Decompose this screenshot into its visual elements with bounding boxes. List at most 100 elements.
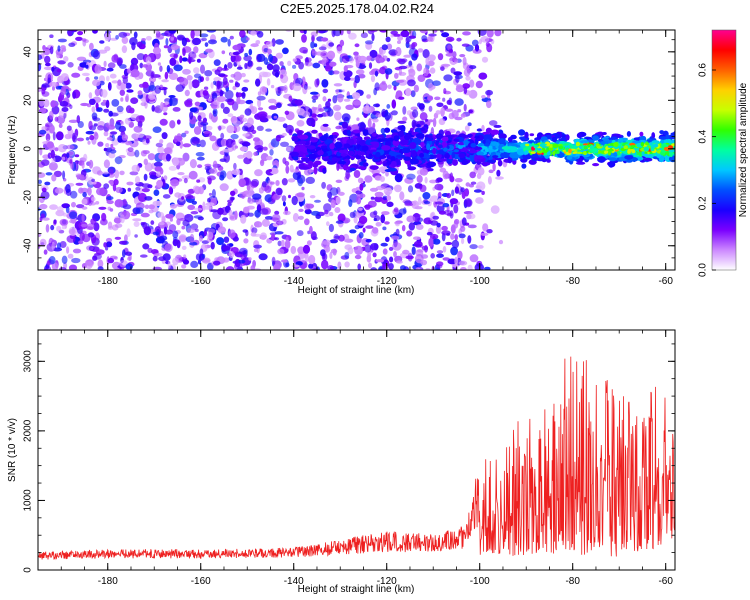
heatmap-cell bbox=[181, 245, 187, 250]
heatmap-cell bbox=[368, 62, 373, 69]
heatmap-cell bbox=[390, 30, 399, 35]
heatmap-cell bbox=[289, 151, 299, 157]
heatmap-cell bbox=[44, 181, 51, 186]
heatmap-cell bbox=[454, 186, 460, 194]
heatmap-cell bbox=[677, 149, 681, 153]
heatmap-cell bbox=[169, 120, 176, 129]
heatmap-cell bbox=[411, 246, 416, 255]
heatmap-cell bbox=[261, 218, 270, 227]
heatmap-cell bbox=[251, 179, 260, 187]
heatmap-cell bbox=[186, 75, 193, 81]
heatmap-cell bbox=[364, 244, 372, 253]
heatmap-cell bbox=[469, 254, 479, 263]
heatmap-cell bbox=[142, 243, 150, 250]
heatmap-cell bbox=[270, 167, 279, 175]
heatmap-cell bbox=[121, 36, 129, 44]
heatmap-cell bbox=[296, 192, 305, 198]
heatmap-cell bbox=[85, 137, 90, 141]
heatmap-cell bbox=[454, 234, 459, 241]
heatmap-cell bbox=[275, 187, 283, 196]
heatmap-cell bbox=[113, 178, 119, 186]
heatmap-cell bbox=[450, 67, 456, 74]
heatmap-cell bbox=[182, 48, 186, 56]
heatmap-cell bbox=[383, 187, 393, 196]
heatmap-cell bbox=[386, 195, 392, 201]
heatmap-cell bbox=[202, 117, 207, 123]
heatmap-cell bbox=[566, 155, 573, 160]
heatmap-cell bbox=[220, 36, 228, 43]
heatmap-cell bbox=[415, 224, 424, 230]
heatmap-cell bbox=[173, 45, 181, 49]
heatmap-cell bbox=[313, 166, 318, 175]
heatmap-cell bbox=[384, 68, 393, 75]
heatmap-cell bbox=[682, 137, 688, 142]
heatmap-cell bbox=[682, 147, 687, 150]
heatmap-cell bbox=[161, 132, 168, 140]
heatmap-cell bbox=[370, 243, 379, 251]
heatmap-cell bbox=[93, 253, 102, 260]
heatmap-cell bbox=[39, 107, 47, 114]
heatmap-cell bbox=[257, 107, 264, 111]
heatmap-cell bbox=[114, 169, 120, 179]
heatmap-cell bbox=[344, 261, 350, 268]
heatmap-cell bbox=[140, 212, 150, 218]
heatmap-cell bbox=[393, 135, 400, 142]
heatmap-cell bbox=[213, 59, 221, 66]
heatmap-cell bbox=[679, 136, 687, 141]
heatmap-cell bbox=[410, 150, 417, 157]
heatmap-cell bbox=[482, 223, 489, 232]
heatmap-cell bbox=[434, 183, 444, 191]
heatmap-cell bbox=[141, 38, 146, 42]
heatmap-cell bbox=[99, 40, 105, 44]
heatmap-cell bbox=[454, 218, 460, 225]
x-tick-label: -80 bbox=[565, 276, 580, 287]
heatmap-cell bbox=[374, 191, 384, 198]
heatmap-cell bbox=[469, 79, 475, 88]
heatmap-cell bbox=[231, 141, 237, 151]
heatmap-cell bbox=[402, 106, 407, 115]
heatmap-cell bbox=[440, 107, 446, 117]
heatmap-cell bbox=[415, 267, 421, 270]
heatmap-cell bbox=[122, 198, 127, 207]
heatmap-cell bbox=[329, 211, 334, 217]
heatmap-cell bbox=[152, 126, 162, 133]
heatmap-cell bbox=[547, 151, 551, 156]
heatmap-cell bbox=[203, 130, 213, 138]
heatmap-cell bbox=[366, 55, 373, 61]
heatmap-cell bbox=[382, 55, 388, 61]
heatmap-cell bbox=[420, 254, 429, 259]
heatmap-cell bbox=[443, 147, 448, 152]
heatmap-cell bbox=[468, 109, 474, 114]
heatmap-cell bbox=[68, 228, 76, 235]
heatmap-cell bbox=[402, 249, 410, 255]
heatmap-cell bbox=[161, 103, 168, 113]
heatmap-cell bbox=[131, 164, 140, 173]
heatmap-cell bbox=[275, 39, 284, 45]
heatmap-cell bbox=[524, 150, 529, 155]
heatmap-cell bbox=[208, 192, 213, 196]
heatmap-cell bbox=[385, 236, 390, 242]
heatmap-cell bbox=[163, 112, 168, 116]
heatmap-cell bbox=[460, 267, 467, 270]
heatmap-cell bbox=[442, 257, 450, 261]
heatmap-cell bbox=[234, 82, 240, 88]
heatmap-cell bbox=[89, 202, 97, 206]
heatmap-cell bbox=[76, 137, 84, 142]
heatmap-cell bbox=[227, 62, 233, 69]
heatmap-cell bbox=[457, 250, 463, 260]
heatmap-cell bbox=[247, 198, 255, 204]
heatmap-cell bbox=[435, 140, 439, 146]
heatmap-cell bbox=[446, 99, 452, 105]
heatmap-cell bbox=[175, 84, 185, 92]
heatmap-cell bbox=[284, 161, 290, 166]
heatmap-cell bbox=[310, 113, 317, 118]
heatmap-cell bbox=[142, 135, 152, 140]
heatmap-cell bbox=[80, 187, 89, 194]
heatmap-cell bbox=[436, 177, 443, 183]
heatmap-cell bbox=[94, 76, 99, 80]
heatmap-cell bbox=[221, 50, 226, 55]
x-tick-label: -60 bbox=[658, 576, 673, 587]
heatmap-cell bbox=[151, 249, 159, 255]
heatmap-cell bbox=[341, 121, 348, 129]
heatmap-cell bbox=[236, 60, 241, 66]
